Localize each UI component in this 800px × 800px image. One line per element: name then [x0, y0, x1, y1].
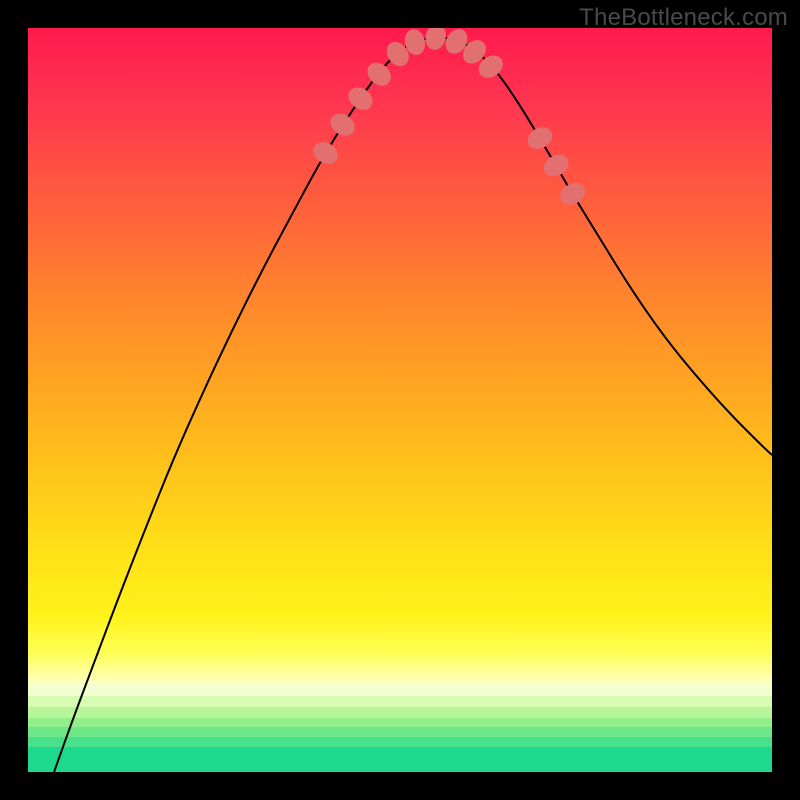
curve-marker: [309, 138, 342, 169]
curve-marker: [326, 109, 359, 140]
watermark-text: TheBottleneck.com: [579, 4, 788, 32]
curve-chart: [28, 28, 772, 772]
curve-marker: [423, 28, 448, 52]
curve-marker: [363, 58, 396, 90]
bottleneck-curve: [54, 37, 772, 772]
curve-marker: [344, 83, 377, 115]
curve-marker: [540, 150, 573, 180]
curve-marker: [556, 179, 589, 209]
plot-area: [28, 28, 772, 772]
curve-marker: [524, 123, 557, 153]
